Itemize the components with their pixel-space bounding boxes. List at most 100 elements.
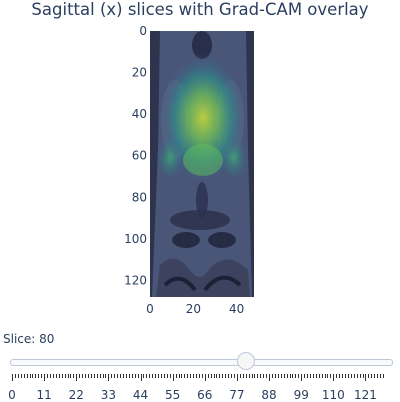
slider-tick [301, 374, 303, 381]
slider-tick [193, 374, 195, 378]
x-axis: 0 20 40 [146, 302, 244, 316]
slider-tick [324, 374, 326, 378]
slider-tick [55, 374, 57, 378]
slider-tick [76, 374, 78, 381]
slider-tick [90, 374, 92, 378]
slider-tick [298, 374, 300, 378]
x-tick-label: 40 [229, 302, 244, 316]
slider-tick [29, 374, 31, 378]
slider-tick [362, 374, 364, 378]
slider-tick [175, 374, 177, 378]
slider-tick-label[interactable]: 44 [132, 388, 149, 402]
y-tick-label: 120 [124, 273, 147, 287]
slider-tick [125, 374, 127, 378]
slider-tick [383, 374, 384, 378]
slider-tick [292, 374, 294, 378]
slider-tick-label[interactable]: 11 [36, 388, 52, 402]
slider-tick [356, 374, 358, 378]
slider-tick [307, 374, 309, 378]
slider-tick-label[interactable]: 110 [321, 388, 345, 402]
slider-tick [123, 374, 124, 378]
slider-tick [231, 374, 233, 378]
heatmap-plot[interactable]: 0 20 40 60 80 100 120 0 20 40 [0, 0, 400, 330]
slider-tick [353, 374, 355, 378]
slice-slider-track[interactable] [10, 359, 393, 366]
slider-tick [239, 374, 241, 378]
y-tick-label: 40 [132, 107, 147, 121]
slider-tick [274, 374, 276, 378]
slider-tick [166, 374, 168, 378]
slider-tick [222, 374, 224, 378]
slider-tick [93, 374, 95, 378]
slider-tick [102, 374, 104, 378]
slider-tick [248, 374, 250, 378]
slider-tick [213, 374, 215, 378]
slider-tick [149, 374, 151, 378]
slider-tick-label[interactable]: 22 [68, 388, 84, 402]
slider-tick [128, 374, 130, 378]
slider-tick [44, 374, 46, 381]
slider-tick [318, 374, 320, 378]
slider-tick [23, 374, 25, 378]
slider-tick [271, 374, 273, 378]
slider-tick [87, 374, 89, 378]
slider-tick-label[interactable]: 55 [165, 388, 181, 402]
slider-tick [52, 374, 54, 378]
slider-tick [219, 374, 221, 378]
slider-tick [269, 374, 271, 381]
slider-tick [321, 374, 323, 378]
slider-tick [12, 374, 13, 381]
slider-tick [99, 374, 101, 378]
slider-tick [236, 374, 238, 381]
plot-title: Sagittal (x) slices with Grad-CAM overla… [31, 0, 369, 19]
slice-slider-handle[interactable] [236, 352, 255, 370]
y-tick-label: 60 [132, 149, 147, 163]
slider-tick [67, 374, 69, 378]
slider-tick [152, 374, 154, 378]
slider-tick [345, 374, 347, 378]
slider-tick [216, 374, 218, 378]
slider-tick [20, 374, 22, 378]
slider-tick-label[interactable]: 0 [8, 388, 16, 402]
slider-tick [330, 374, 332, 378]
slider-tick [172, 374, 174, 381]
slider-tick [96, 374, 98, 378]
slider-tick [339, 374, 341, 378]
slider-tick [371, 374, 373, 378]
slider-tick [140, 374, 142, 381]
slider-tick [336, 374, 338, 378]
slider-tick [225, 374, 227, 378]
slider-tick [146, 374, 148, 378]
slider-tick [257, 374, 259, 378]
brain-slice-image [150, 31, 254, 297]
slider-tick [14, 374, 16, 378]
slider-tick-label[interactable]: 99 [293, 388, 309, 402]
slider-tick-label[interactable]: 33 [100, 388, 117, 402]
slider-tick-label[interactable]: 77 [229, 388, 245, 402]
slider-tick-label[interactable]: 88 [261, 388, 277, 402]
slider-tick [365, 374, 367, 381]
slider-tick [64, 374, 66, 378]
slider-tick-label[interactable]: 121 [354, 388, 377, 402]
slider-tick [73, 374, 75, 378]
slider-tick [333, 374, 335, 381]
slider-tick [158, 374, 160, 378]
x-tick-label: 20 [186, 302, 201, 316]
y-tick-label: 20 [132, 66, 147, 80]
slider-tick [70, 374, 72, 378]
slider-tick-label[interactable]: 66 [197, 388, 213, 402]
slider-tick [184, 374, 186, 378]
y-tick-label: 80 [132, 190, 147, 204]
y-axis: 0 20 40 60 80 100 120 [124, 24, 147, 287]
slider-tick [210, 374, 212, 378]
slider-tick [242, 374, 244, 378]
slider-tick [286, 374, 288, 378]
slider-tick [105, 374, 107, 378]
slider-tick [251, 374, 253, 378]
slider-tick [309, 374, 311, 378]
slider-tick [32, 374, 34, 378]
slider-tick [198, 374, 200, 378]
slider-tick [295, 374, 297, 378]
slider-tick [134, 374, 136, 378]
slider-current-value-label: Slice: 80 [3, 332, 55, 346]
